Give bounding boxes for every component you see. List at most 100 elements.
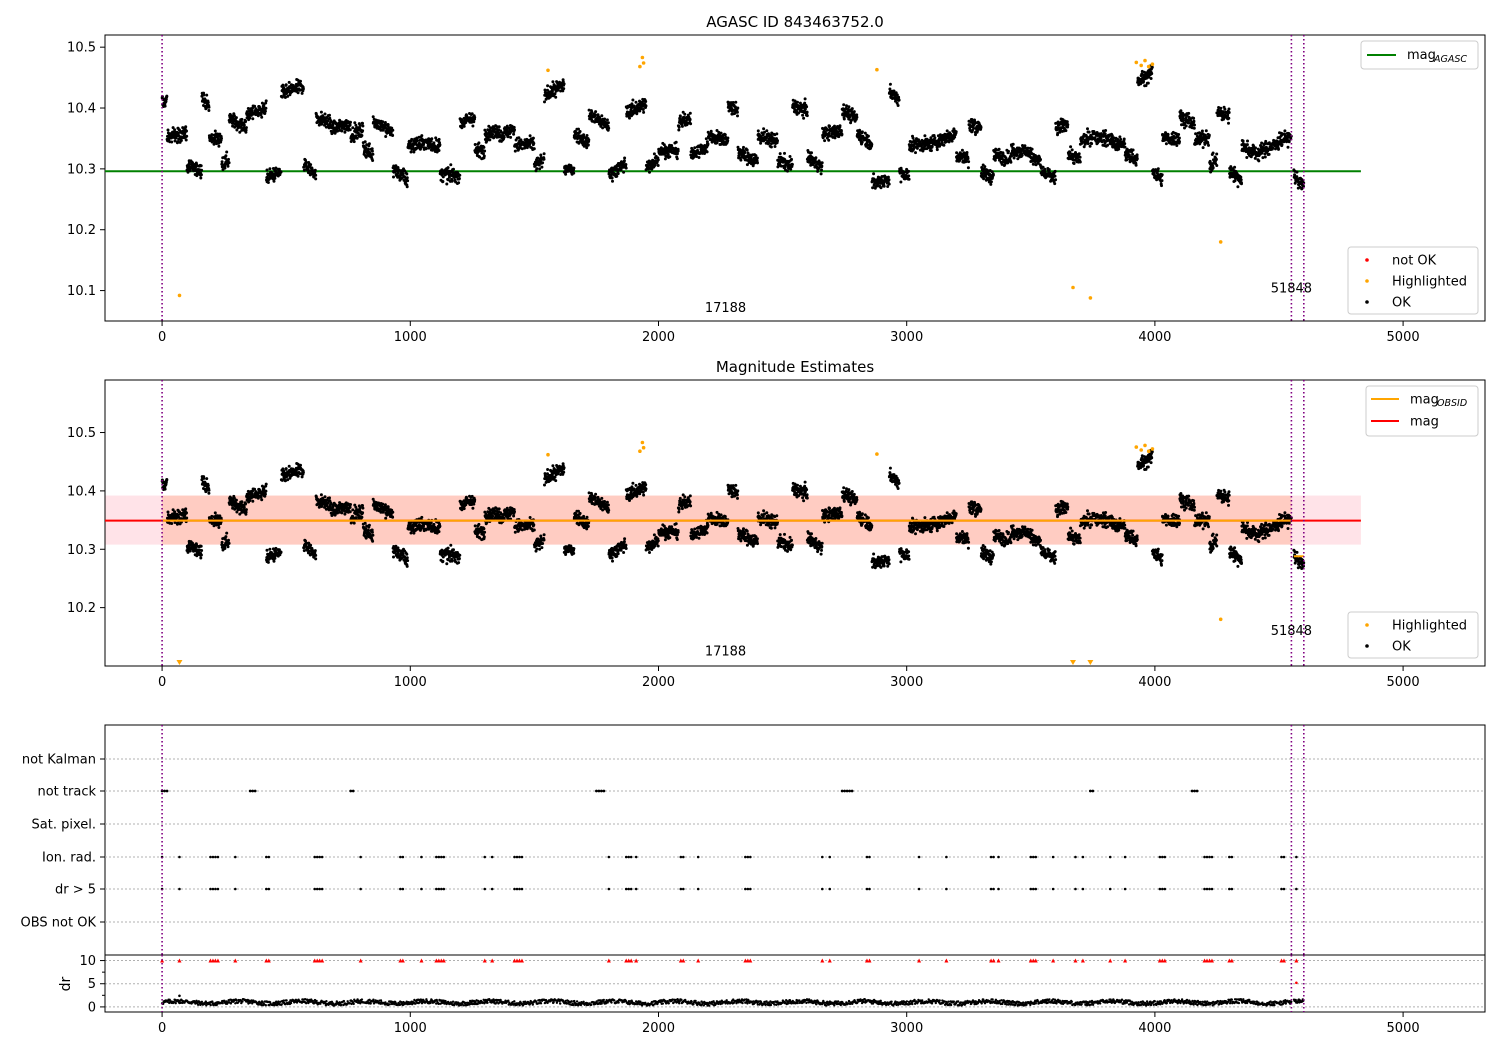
ok-point: [675, 157, 679, 161]
ok-point: [820, 164, 824, 168]
ok-point: [1200, 129, 1204, 133]
ok-point: [449, 163, 453, 167]
ok-point: [739, 158, 743, 162]
ok-point: [776, 139, 779, 143]
ok-point: [420, 134, 424, 138]
ok-point: [1187, 111, 1191, 115]
x-tick-label: 3000: [890, 675, 923, 690]
ok-point: [1160, 179, 1164, 183]
ok-point: [391, 128, 395, 132]
highlighted-point: [641, 61, 646, 65]
ok-point: [405, 176, 409, 180]
ok-point: [264, 99, 268, 103]
ok-point: [942, 143, 946, 147]
ok-point: [458, 173, 462, 177]
ok-point: [1192, 126, 1196, 130]
ok-point: [600, 114, 604, 118]
ok-point: [1177, 133, 1181, 136]
ok-point: [381, 120, 385, 124]
ok-point: [268, 167, 272, 171]
ok-point: [1123, 142, 1127, 146]
ok-point: [550, 89, 554, 93]
ok-point: [585, 146, 589, 150]
ok-point: [855, 115, 859, 119]
ok-point: [896, 104, 900, 107]
ok-point: [184, 507, 188, 511]
ok-point: [542, 157, 546, 161]
ok-point: [472, 120, 476, 124]
ok-point: [274, 169, 278, 173]
ok-point: [226, 164, 230, 168]
ok-point: [1263, 155, 1267, 159]
ok-point: [736, 114, 739, 118]
ok-point: [726, 136, 730, 140]
ok-point: [531, 136, 535, 140]
ok-point: [960, 148, 964, 152]
ok-point: [497, 125, 501, 129]
ok-point: [1078, 160, 1082, 164]
ok-point: [200, 549, 204, 552]
ok-point: [1149, 77, 1153, 80]
ok-point: [244, 130, 248, 134]
ok-point: [670, 144, 674, 147]
ok-point: [1078, 155, 1082, 159]
ok-point: [473, 143, 477, 146]
ok-point: [756, 129, 760, 133]
ok-point: [1233, 165, 1237, 169]
ok-point: [224, 154, 228, 158]
ok-point: [778, 152, 782, 156]
ok-point: [446, 166, 450, 170]
ok-point: [605, 118, 609, 122]
ok-point: [491, 132, 495, 136]
ok-point: [535, 167, 539, 171]
ok-point: [225, 150, 229, 154]
ok-point: [945, 129, 949, 133]
ok-point: [477, 141, 481, 145]
highlighted-point: [1218, 240, 1223, 244]
y-tick-label: 10.1: [67, 284, 96, 299]
ok-point: [438, 143, 442, 147]
ok-point: [488, 138, 492, 142]
ok-point: [805, 110, 809, 114]
ok-point: [217, 526, 221, 529]
ok-point: [473, 115, 477, 119]
ok-point: [914, 151, 917, 155]
ok-point: [264, 106, 268, 110]
ok-point: [188, 169, 192, 173]
ok-point: [1054, 178, 1058, 182]
ok-point: [217, 144, 221, 148]
ok-point: [313, 168, 317, 172]
y-tick-label: 10.4: [67, 484, 96, 499]
ok-point: [1135, 157, 1139, 161]
highlighted-point: [1071, 285, 1075, 290]
ok-point: [314, 177, 318, 181]
ok-point: [210, 133, 214, 137]
ok-point: [585, 134, 589, 137]
y-tick-label: 10.5: [67, 41, 96, 56]
ok-point: [266, 181, 270, 184]
ok-point: [966, 166, 970, 170]
ok-point: [242, 123, 246, 127]
ok-point: [1295, 175, 1299, 179]
ok-point: [562, 82, 566, 86]
ok-point: [680, 124, 684, 128]
ok-point: [790, 157, 793, 161]
ok-point: [441, 180, 445, 183]
ok-point: [689, 122, 693, 126]
ok-point: [1257, 159, 1261, 163]
x-tick-label: 5000: [1387, 675, 1420, 690]
legend-point-swatch: [1365, 279, 1369, 283]
ok-point: [437, 149, 441, 152]
ok-point: [227, 157, 230, 161]
ok-point: [1088, 144, 1092, 148]
ok-point: [1007, 149, 1010, 153]
ok-point: [1010, 154, 1014, 158]
ok-point: [392, 175, 395, 179]
ok-point: [897, 98, 901, 102]
ok-point: [170, 140, 174, 144]
ok-point: [929, 149, 933, 153]
ok-point: [163, 104, 167, 108]
ok-point: [1241, 139, 1245, 143]
ok-point: [950, 139, 954, 143]
